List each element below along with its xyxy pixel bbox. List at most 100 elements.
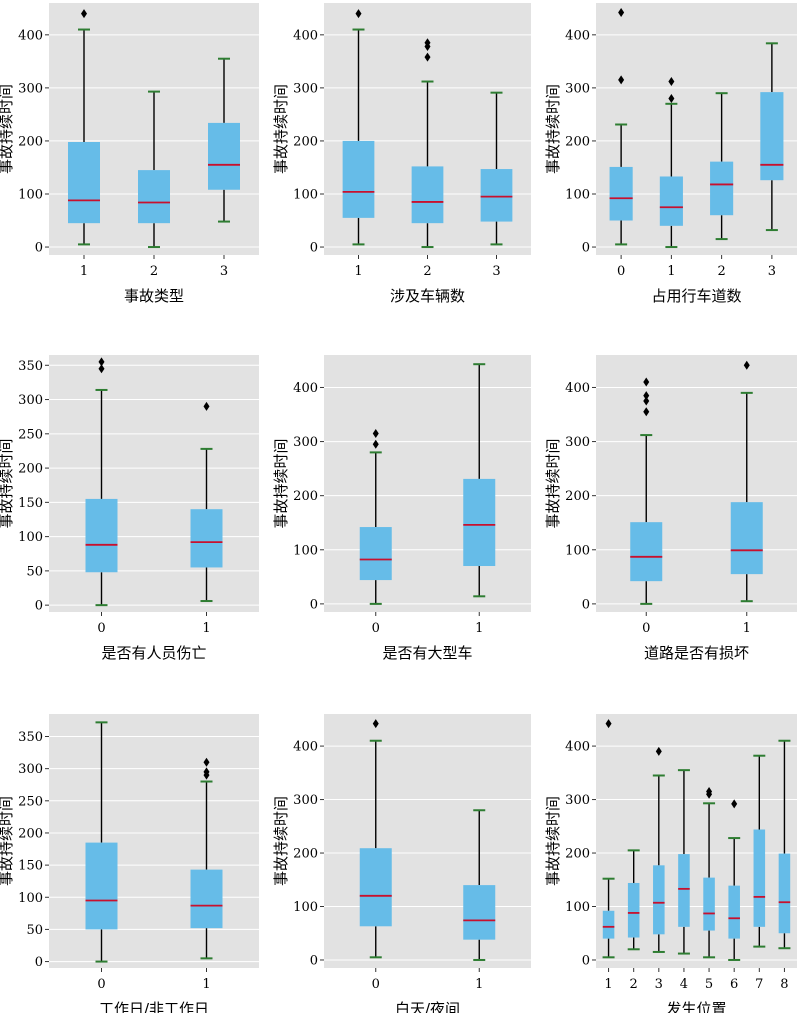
y-tick-label: 400 (565, 740, 590, 755)
box (602, 910, 615, 939)
box (659, 176, 683, 226)
panel-9: 0 100 200 300 400 1 2 3 4 5 6 7 8 发生位置 事故持续时间 (544, 714, 797, 1013)
outlier-marker (203, 767, 210, 777)
outlier-marker (618, 8, 625, 18)
outlier-marker (98, 364, 105, 374)
box (85, 842, 118, 930)
y-tick-label: 200 (565, 847, 590, 862)
y-tick-label: 200 (293, 134, 318, 149)
x-tick-label: 1 (202, 977, 210, 992)
box (703, 877, 715, 931)
plot-background (596, 714, 797, 968)
plot-background (596, 355, 797, 612)
x-tick-label: 3 (220, 264, 228, 279)
x-tick-label: 1 (80, 264, 88, 279)
y-axis-title: 事故持续时间 (0, 84, 15, 174)
outlier-marker (372, 439, 379, 449)
y-tick-label: 400 (293, 381, 318, 396)
y-tick-label: 300 (293, 435, 318, 450)
x-tick-label: 0 (372, 621, 380, 636)
outlier-marker (98, 357, 105, 367)
y-tick-label: 100 (293, 543, 318, 558)
box (710, 161, 734, 216)
x-tick-label: 1 (475, 621, 483, 636)
box (678, 854, 690, 927)
y-tick-label: 0 (35, 599, 43, 614)
box (359, 848, 392, 927)
y-tick-label: 250 (18, 794, 43, 809)
y-tick-label: 400 (293, 740, 318, 755)
outlier-marker (618, 75, 625, 85)
box (728, 885, 740, 939)
y-axis-title: 事故持续时间 (0, 796, 15, 886)
x-tick-label: 3 (492, 264, 500, 279)
outlier-marker (424, 38, 431, 48)
y-tick-label: 350 (18, 359, 43, 374)
x-tick-label: 1 (743, 621, 751, 636)
y-axis-title: 事故持续时间 (272, 438, 290, 528)
outlier-marker (643, 391, 650, 401)
y-tick-label: 300 (293, 81, 318, 96)
y-axis-title: 事故持续时间 (272, 796, 290, 886)
y-tick-label: 300 (18, 393, 43, 408)
box (411, 166, 444, 224)
box (85, 498, 118, 573)
x-axis-title: 是否有大型车 (382, 644, 472, 662)
x-axis-title: 道路是否有损坏 (644, 644, 749, 662)
x-axis-title: 是否有人员伤亡 (101, 644, 206, 662)
y-tick-label: 200 (18, 826, 43, 841)
y-tick-label: 400 (565, 28, 590, 43)
panel-6: 0 100 200 300 400 0 1 道路是否有损坏 事故持续时间 (544, 355, 797, 662)
y-tick-label: 150 (18, 496, 43, 511)
box (609, 166, 633, 221)
outlier-marker (706, 787, 713, 797)
x-tick-label: 0 (97, 621, 105, 636)
y-tick-label: 200 (293, 847, 318, 862)
y-tick-label: 100 (18, 891, 43, 906)
outlier-marker (355, 9, 362, 19)
x-tick-label: 0 (617, 264, 625, 279)
y-tick-label: 0 (310, 597, 318, 612)
outlier-marker (643, 407, 650, 417)
y-tick-label: 200 (18, 134, 43, 149)
box (68, 141, 100, 224)
panel-4: 0 50 100 150 200 250 300 350 0 1 是否有人员伤亡 事故持续时间 (0, 355, 259, 662)
outlier-marker (372, 428, 379, 438)
outlier-marker (668, 93, 675, 103)
plot-background (49, 355, 259, 612)
outlier-marker (655, 746, 662, 756)
x-tick-label: 0 (642, 621, 650, 636)
y-tick-label: 50 (26, 923, 43, 938)
y-tick-label: 0 (582, 241, 590, 256)
outlier-marker (643, 396, 650, 406)
x-tick-label: 6 (730, 977, 738, 992)
outlier-marker (203, 757, 210, 767)
box (359, 527, 392, 581)
y-tick-label: 0 (35, 241, 43, 256)
outlier-marker (743, 360, 750, 370)
x-tick-label: 1 (202, 621, 210, 636)
outlier-marker (81, 9, 87, 19)
y-tick-label: 150 (18, 859, 43, 874)
y-tick-label: 300 (565, 793, 590, 808)
plot-background (324, 355, 531, 612)
x-tick-label: 0 (372, 977, 380, 992)
x-tick-label: 8 (780, 977, 788, 992)
panel-1: 0 100 200 300 400 1 2 3 事故类型 事故持续时间 (0, 3, 259, 305)
outlier-marker (731, 799, 738, 809)
y-tick-label: 0 (310, 241, 318, 256)
x-tick-label: 4 (680, 977, 688, 992)
x-tick-label: 2 (717, 264, 725, 279)
box (627, 882, 640, 938)
x-tick-label: 7 (755, 977, 763, 992)
box (778, 853, 791, 934)
box (480, 169, 513, 222)
y-tick-label: 400 (565, 381, 590, 396)
y-axis-title: 事故持续时间 (0, 438, 15, 528)
box (342, 140, 375, 218)
box (760, 92, 784, 181)
y-tick-label: 300 (565, 435, 590, 450)
y-axis-title: 事故持续时间 (272, 84, 290, 174)
